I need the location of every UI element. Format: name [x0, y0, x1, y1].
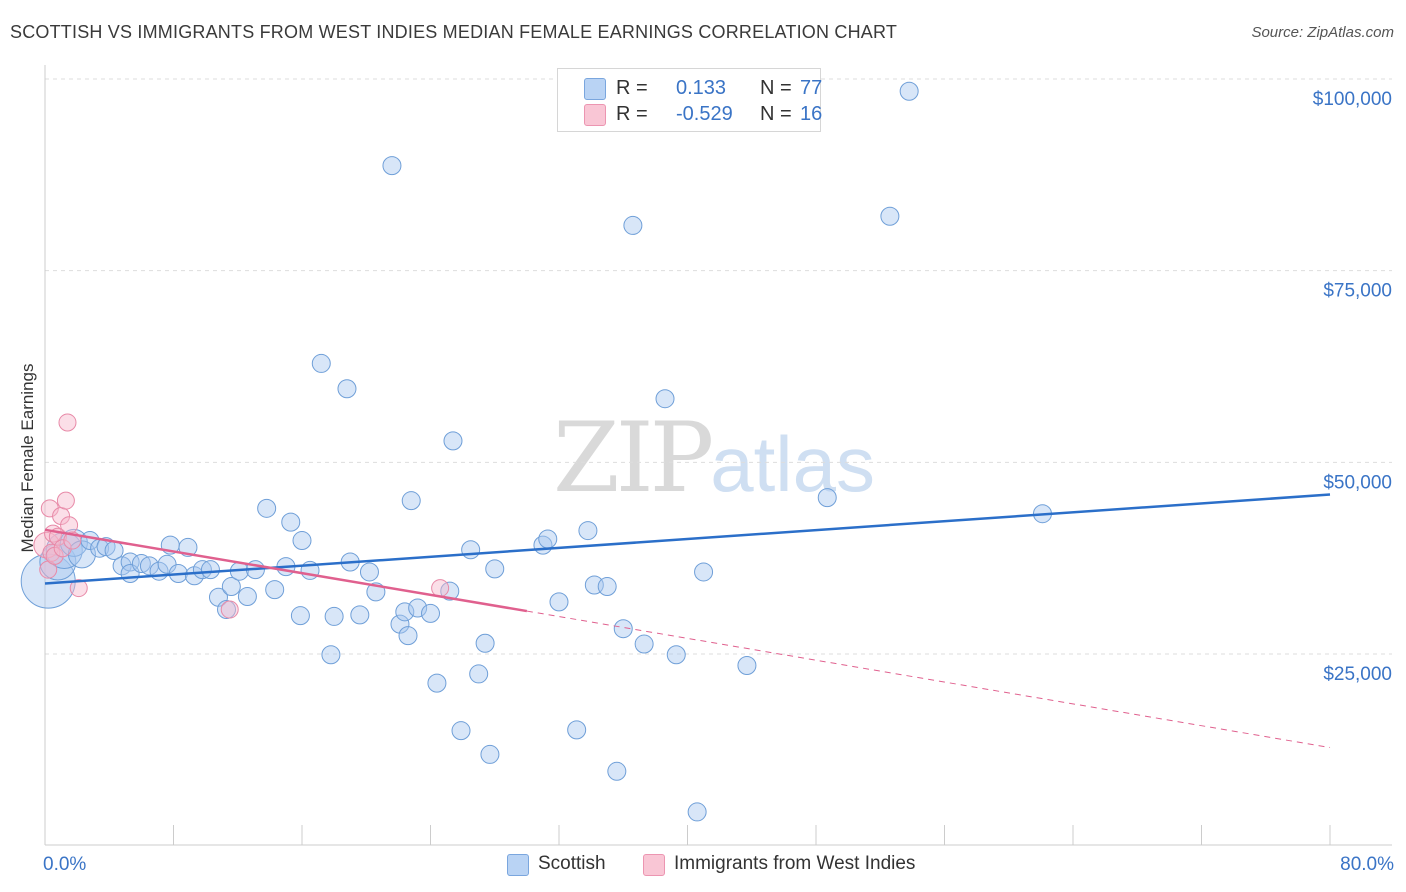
scottish-point [359, 562, 379, 582]
west-indies-point [42, 543, 61, 562]
scottish-point [538, 529, 558, 549]
scottish-point [469, 664, 489, 684]
scottish-point [221, 577, 241, 597]
scottish-point [390, 614, 410, 634]
west-indies-point [56, 491, 75, 510]
scottish-point [475, 633, 495, 653]
west-indies-point [69, 579, 88, 598]
legend-n-value: 77 [800, 77, 823, 99]
scottish-point [427, 673, 447, 693]
legend-n-value: 16 [800, 103, 823, 125]
scottish-point [737, 656, 757, 675]
scottish-point [451, 721, 471, 741]
legend-label-scottish: Scottish [538, 853, 606, 874]
scottish-point [623, 215, 643, 235]
west-indies-trend-line [44, 528, 528, 613]
scottish-point [421, 603, 440, 623]
scottish-point [311, 353, 331, 373]
scottish-point [480, 744, 500, 764]
x-tick-label: 80.0% [1340, 854, 1394, 875]
scottish-point [817, 488, 837, 508]
x-tick-label: 0.0% [43, 854, 86, 875]
legend-r-value: -0.529 [676, 103, 733, 125]
west-indies-point [431, 579, 450, 598]
scottish-point [461, 540, 481, 560]
legend-r-label: R = [616, 77, 648, 99]
west-indies-point [58, 413, 77, 432]
legend-swatch-west-indies [584, 104, 606, 126]
legend-swatch-west-indies [643, 854, 665, 876]
scottish-point [440, 581, 460, 601]
y-axis-label: Median Female Earnings [18, 363, 37, 553]
scottish-point [485, 559, 505, 579]
scottish-point [634, 634, 654, 654]
scottish-point [666, 645, 686, 665]
scottish-point [694, 562, 714, 582]
y-tick-label: $50,000 [1323, 472, 1392, 493]
scottish-point [655, 389, 675, 409]
y-tick-label: $75,000 [1323, 281, 1392, 302]
watermark: ZIPatlas [553, 402, 875, 514]
scottish-point [443, 431, 463, 451]
legend-label-west-indies: Immigrants from West Indies [674, 853, 916, 874]
scottish-point [899, 81, 919, 101]
legend-n-label: N = [760, 103, 792, 125]
scottish-trend-line [44, 493, 1331, 585]
scottish-point [131, 554, 151, 574]
scottish-point [597, 577, 617, 597]
scottish-point [880, 206, 900, 226]
scottish-point [408, 598, 428, 618]
watermark-zip: ZIP [553, 402, 714, 514]
scottish-point [200, 560, 220, 580]
scottish-point [395, 602, 415, 622]
scottish-point [567, 720, 587, 740]
chart-title: SCOTTISH VS IMMIGRANTS FROM WEST INDIES … [10, 22, 898, 42]
legend-n-label: N = [760, 77, 792, 99]
y-tick-label: $100,000 [1313, 89, 1392, 110]
watermark-atlas: atlas [710, 420, 875, 508]
scottish-point [237, 587, 257, 606]
scottish-point [607, 761, 627, 781]
scottish-point [687, 802, 707, 822]
scottish-point [192, 560, 212, 580]
scottish-point [265, 580, 285, 600]
legend-swatch-scottish [584, 78, 606, 100]
correlation-legend: R = 0.133 N = 77 R = -0.529 N = 16 [557, 68, 823, 132]
legend-r-value: 0.133 [676, 77, 727, 99]
scottish-point [401, 491, 421, 511]
scottish-point [39, 543, 77, 581]
legend-r-label: R = [616, 103, 648, 125]
scottish-point [398, 626, 418, 646]
source-label: Source: ZipAtlas.com [1251, 24, 1394, 41]
scottish-point [324, 606, 344, 626]
scottish-point [290, 606, 310, 626]
west-indies-trend-extension [526, 610, 1331, 749]
scottish-point [337, 379, 357, 399]
scottish-point [292, 531, 312, 551]
west-indies-point [60, 516, 79, 535]
west-indies-point [53, 539, 72, 558]
scottish-point [549, 592, 569, 612]
scottish-point [350, 605, 370, 625]
west-indies-point [220, 600, 239, 619]
scottish-point [613, 619, 633, 639]
scottish-point [321, 645, 341, 665]
scottish-point [578, 521, 598, 541]
y-tick-label: $25,000 [1323, 664, 1392, 685]
scottish-point [382, 156, 402, 176]
legend-swatch-scottish [507, 854, 529, 876]
scottish-point [257, 498, 277, 518]
scottish-point [281, 512, 301, 532]
